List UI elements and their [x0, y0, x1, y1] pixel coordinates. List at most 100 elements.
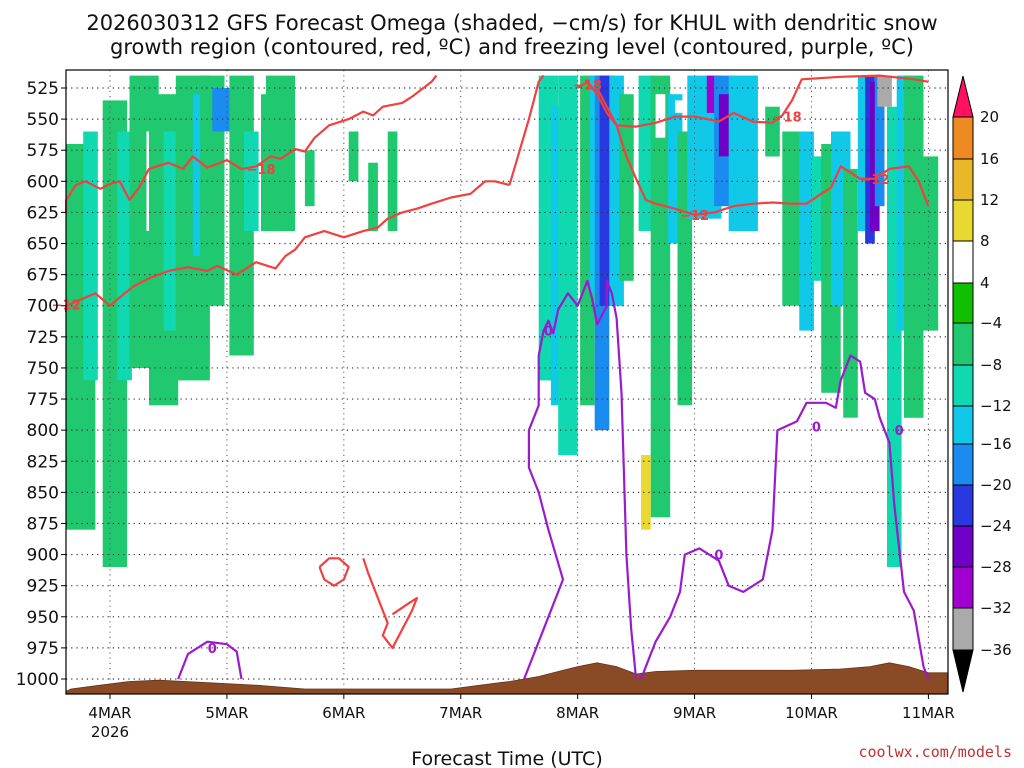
colorbar-swatch-7 [952, 322, 974, 366]
freezing-contour-label-0: 0 [208, 642, 217, 657]
x-tick-label-9MAR: 9MAR [673, 704, 716, 722]
omega-cell-78 [675, 100, 685, 113]
y-tick-label-675: 675 [27, 266, 59, 286]
omega-cell-74 [818, 455, 834, 555]
omega-cell-62 [363, 243, 373, 356]
colorbar-swatch-1 [952, 566, 974, 609]
omega-cell-60 [219, 430, 235, 624]
omega-cell-49 [869, 81, 880, 232]
omega-cell-39 [728, 75, 758, 232]
omega-cell-12 [212, 88, 232, 132]
omega-cell-59 [207, 467, 218, 555]
omega-cell-76 [908, 554, 919, 648]
omega-cell-20 [373, 106, 383, 144]
omega-cell-4 [117, 131, 132, 381]
colorbar-label-16: 16 [980, 150, 999, 168]
freezing-contour-label-3: 0 [812, 420, 821, 435]
colorbar-swatch-2 [952, 525, 974, 568]
freezing-level-contours: 0 0 0 0 0 [177, 279, 930, 680]
omega-cell-21 [387, 131, 398, 231]
colorbar-under-triangle [952, 649, 974, 693]
omega-cell-2 [83, 131, 98, 381]
colorbar-swatch-8 [952, 282, 974, 324]
y-axis-ticks: 525 550 575 600 625 650 675 700 725 750 775 800 825 8… [16, 79, 66, 690]
colorbar-swatch-5 [952, 405, 974, 445]
omega-cell-18 [348, 131, 359, 182]
colorbar-label--20: −20 [980, 476, 1012, 494]
omega-cell-19 [368, 162, 378, 232]
omega-cell-17 [304, 150, 315, 207]
omega-cell-46 [843, 168, 858, 418]
colorbar-label--24: −24 [980, 517, 1012, 535]
dendritic-contour-label-5: −12 [860, 173, 889, 188]
omega-shading [66, 75, 939, 661]
x-axis-label: Forecast Time (UTC) [411, 748, 602, 768]
y-tick-label-650: 650 [27, 235, 59, 255]
y-tick-label-725: 725 [27, 328, 59, 348]
x-tick-label-11MAR: 11MAR [902, 704, 955, 722]
dendritic-contour-label-2: −18 [573, 78, 602, 93]
x-tick-label-5MAR: 5MAR [205, 704, 248, 722]
dendritic-contour-label-0: −18 [247, 163, 276, 178]
y-tick-label-950: 950 [27, 608, 59, 628]
omega-cell-24 [558, 75, 578, 456]
y-tick-label-1000: 1000 [16, 670, 59, 690]
x-tick-label-4MAR: 4MAR [88, 704, 131, 722]
colorbar-swatch-6 [952, 364, 974, 407]
y-tick-label-575: 575 [27, 141, 59, 161]
freezing-contour-label-2: 0 [714, 549, 723, 564]
omega-cell-14 [244, 131, 259, 231]
x-tick-label-8MAR: 8MAR [556, 704, 599, 722]
dendritic-contour-line-3 [64, 180, 510, 313]
colorbar-label--8: −8 [980, 356, 1002, 374]
y-tick-label-875: 875 [27, 514, 59, 534]
y-tick-label-525: 525 [27, 79, 59, 99]
y-tick-label-550: 550 [27, 110, 59, 130]
colorbar-swatch-12 [952, 116, 974, 160]
colorbar-over-triangle [952, 75, 974, 118]
colorbar-swatch-3 [952, 484, 974, 527]
surface-terrain [65, 662, 949, 695]
omega-cell-61 [236, 380, 247, 493]
omega-cell-64 [604, 455, 620, 555]
omega-cell-41 [782, 131, 802, 306]
x-tick-sublabel-4MAR: 2026 [91, 723, 129, 741]
y-tick-label-625: 625 [27, 203, 59, 223]
omega-cell-77 [655, 94, 666, 138]
omega-cell-73 [787, 517, 797, 580]
colorbar-swatch-9 [952, 240, 974, 284]
x-tick-label-7MAR: 7MAR [439, 704, 482, 722]
dendritic-contour-line-0 [64, 74, 438, 213]
freezing-contour-label-1: 0 [544, 325, 553, 340]
dendritic-contours: −18−18−18−12−12−12 [52, 74, 930, 649]
omega-cell-57 [173, 455, 193, 617]
y-tick-label-600: 600 [27, 172, 59, 192]
dendritic-contour-line-1 [577, 74, 929, 128]
dendritic-contour-line-6 [318, 557, 350, 587]
freezing-contour-line-0 [177, 640, 243, 680]
y-tick-label-800: 800 [27, 421, 59, 441]
y-tick-label-750: 750 [27, 359, 59, 379]
dendritic-contour-line-7 [362, 557, 418, 649]
colorbar-swatch-4 [952, 443, 974, 486]
omega-cell-56 [153, 517, 174, 661]
freezing-contour-line-2 [639, 354, 930, 680]
colorbar-label--16: −16 [980, 435, 1012, 453]
omega-cell-67 [675, 591, 685, 630]
x-tick-label-6MAR: 6MAR [322, 704, 365, 722]
y-tick-label-850: 850 [27, 483, 59, 503]
omega-cell-70 [714, 467, 744, 630]
colorbar-swatch-0 [952, 607, 974, 651]
y-tick-label-925: 925 [27, 577, 59, 597]
omega-cell-66 [641, 455, 651, 530]
colorbar-label-12: 12 [980, 191, 999, 209]
colorbar-swatch-11 [952, 158, 974, 201]
terrain-fill [65, 662, 949, 695]
colorbar-label--4: −4 [980, 314, 1002, 332]
y-tick-label-975: 975 [27, 639, 59, 659]
dendritic-contour-line-4 [508, 74, 545, 186]
omega-cell-55 [918, 156, 939, 331]
omega-cell-51 [877, 75, 892, 107]
dendritic-contour-line-5 [596, 87, 930, 216]
